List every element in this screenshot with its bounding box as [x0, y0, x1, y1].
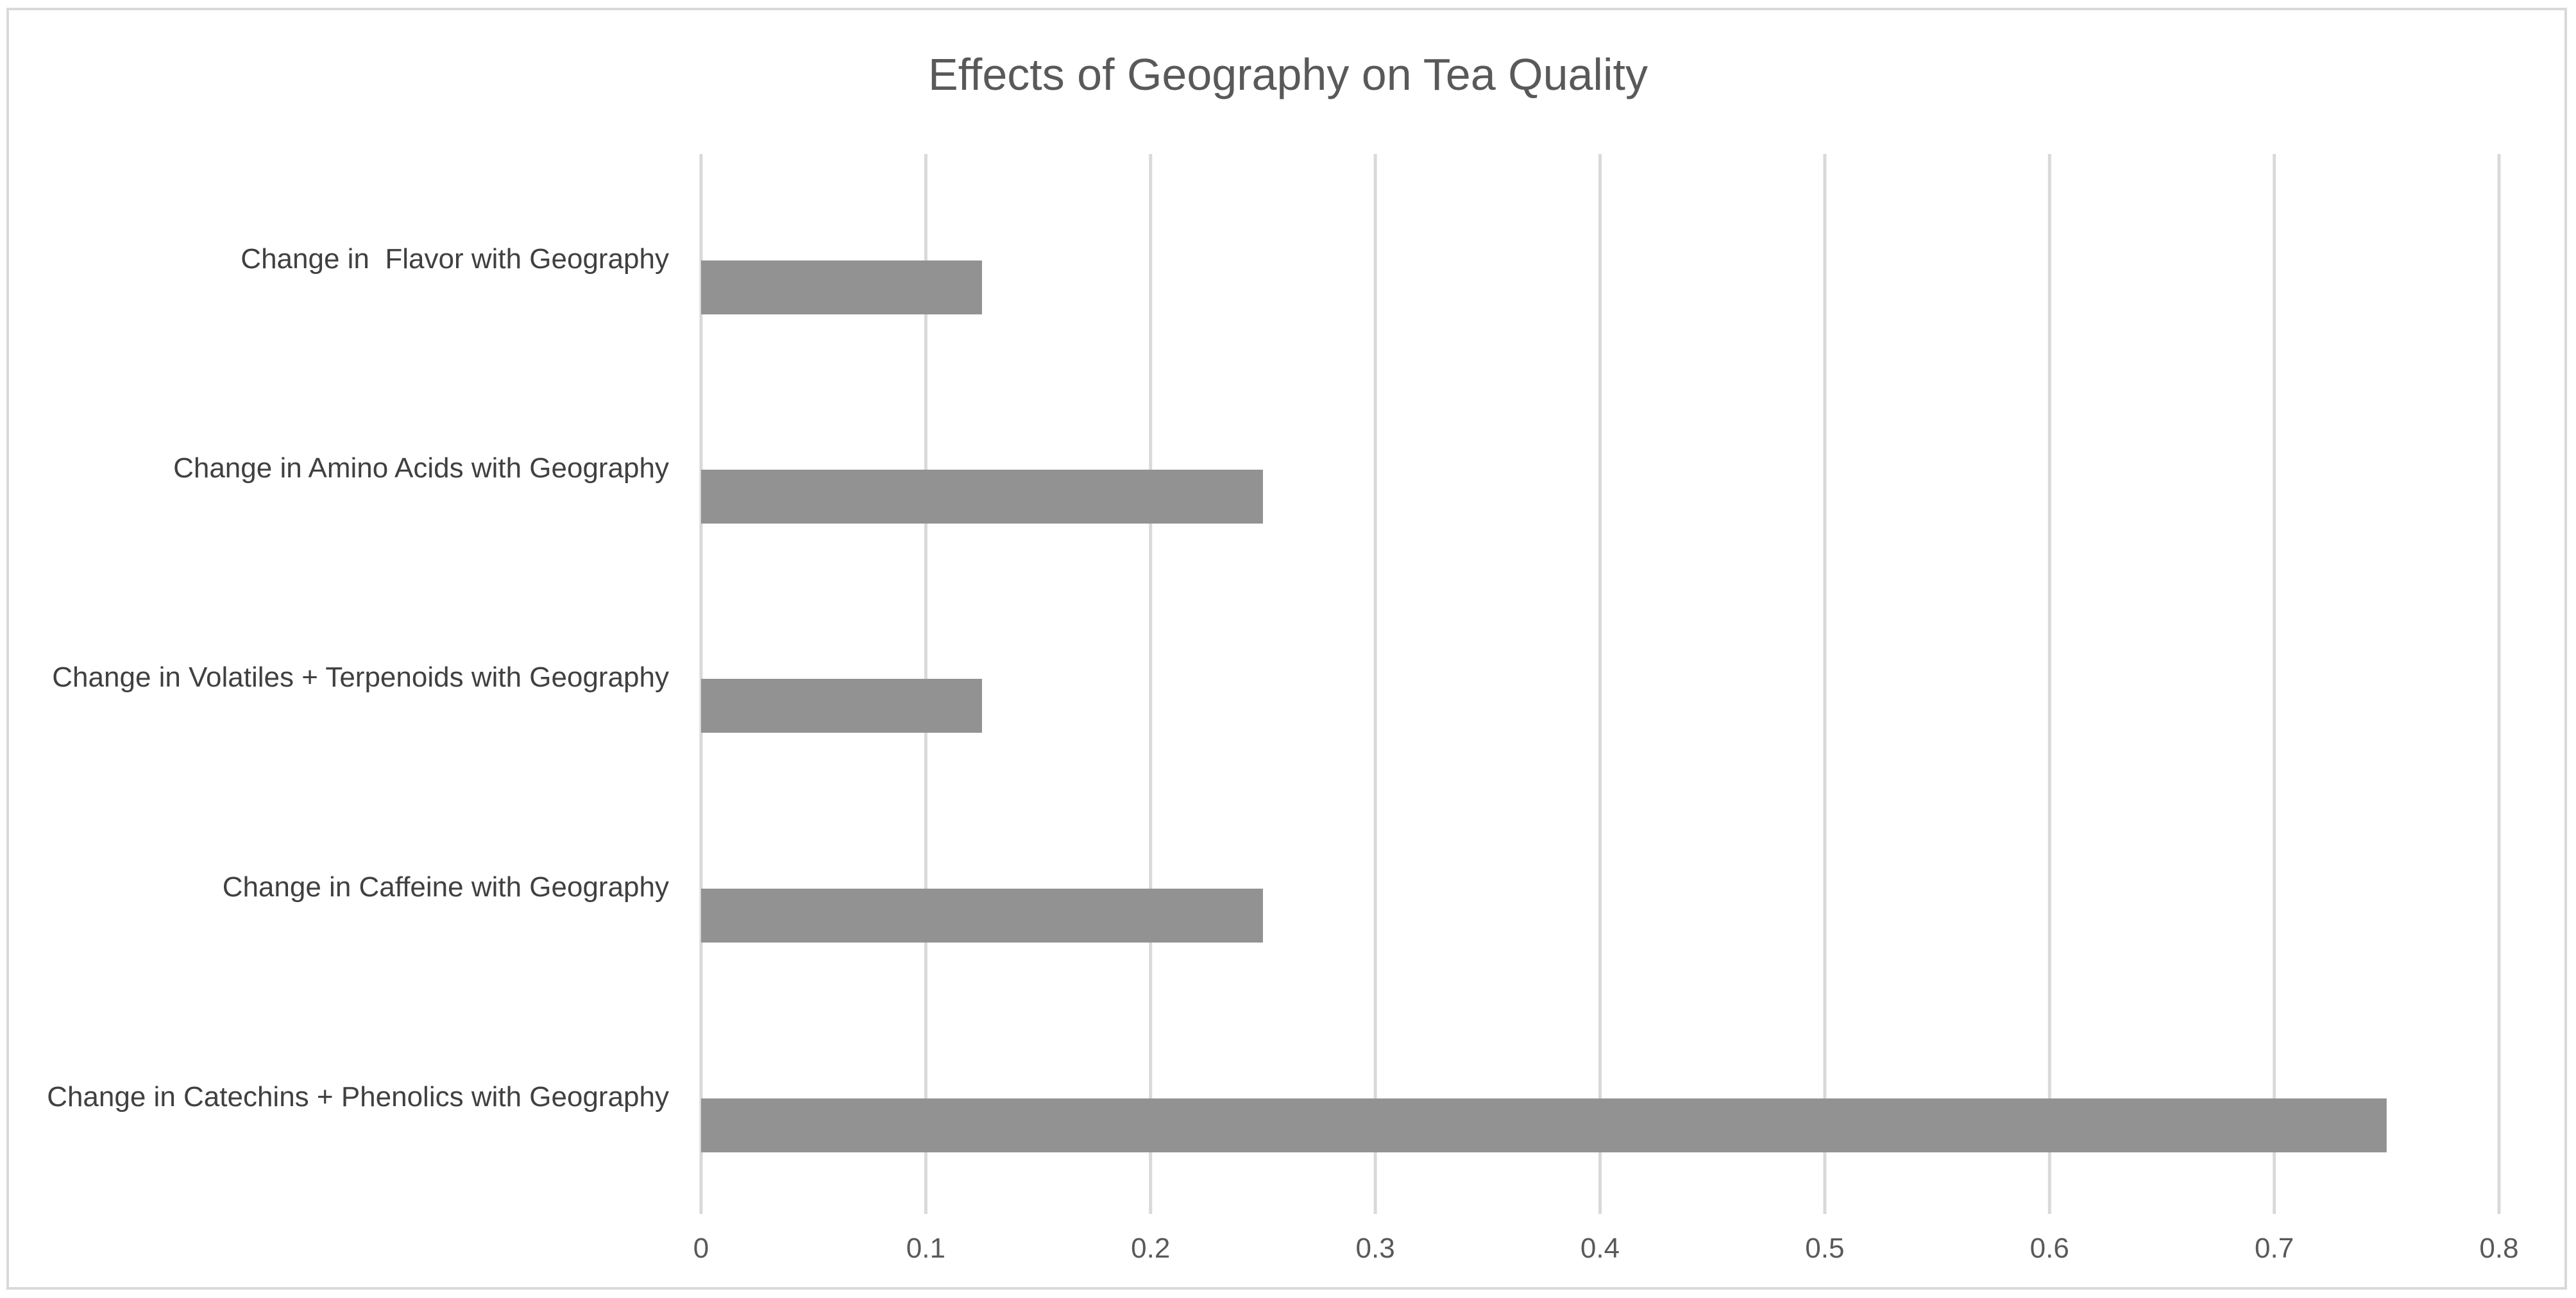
bar: [701, 889, 1263, 943]
gridlines: [699, 154, 2501, 1214]
chart-title: Effects of Geography on Tea Quality: [928, 49, 1648, 99]
x-tick-label: 0.2: [1131, 1233, 1170, 1264]
bar: [701, 260, 982, 314]
x-tick-label: 0.7: [2255, 1233, 2294, 1264]
x-tick-label: 0.6: [2030, 1233, 2069, 1264]
bars: [701, 260, 2387, 1152]
bar: [701, 679, 982, 733]
chart-frame: [6, 8, 2567, 1290]
category-labels: Change in Flavor with Geography Change in…: [47, 243, 669, 1113]
category-label: Change in Amino Acids with Geography: [173, 452, 669, 484]
bar: [701, 470, 1263, 524]
category-label: Change in Flavor with Geography: [241, 243, 669, 275]
category-label: Change in Catechins + Phenolics with Geo…: [47, 1081, 669, 1113]
x-axis-tick-labels: 0 0.1 0.2 0.3 0.4 0.5 0.6 0.7 0.8: [693, 1233, 2519, 1264]
category-label: Change in Volatiles + Terpenoids with Ge…: [52, 662, 669, 693]
x-tick-label: 0.1: [906, 1233, 945, 1264]
x-tick-label: 0.4: [1580, 1233, 1620, 1264]
x-tick-label: 0.3: [1356, 1233, 1395, 1264]
x-tick-label: 0.5: [1805, 1233, 1844, 1264]
x-tick-label: 0: [693, 1233, 709, 1264]
bar: [701, 1098, 2387, 1152]
category-label: Change in Caffeine with Geography: [223, 871, 669, 903]
x-tick-label: 0.8: [2479, 1233, 2518, 1264]
